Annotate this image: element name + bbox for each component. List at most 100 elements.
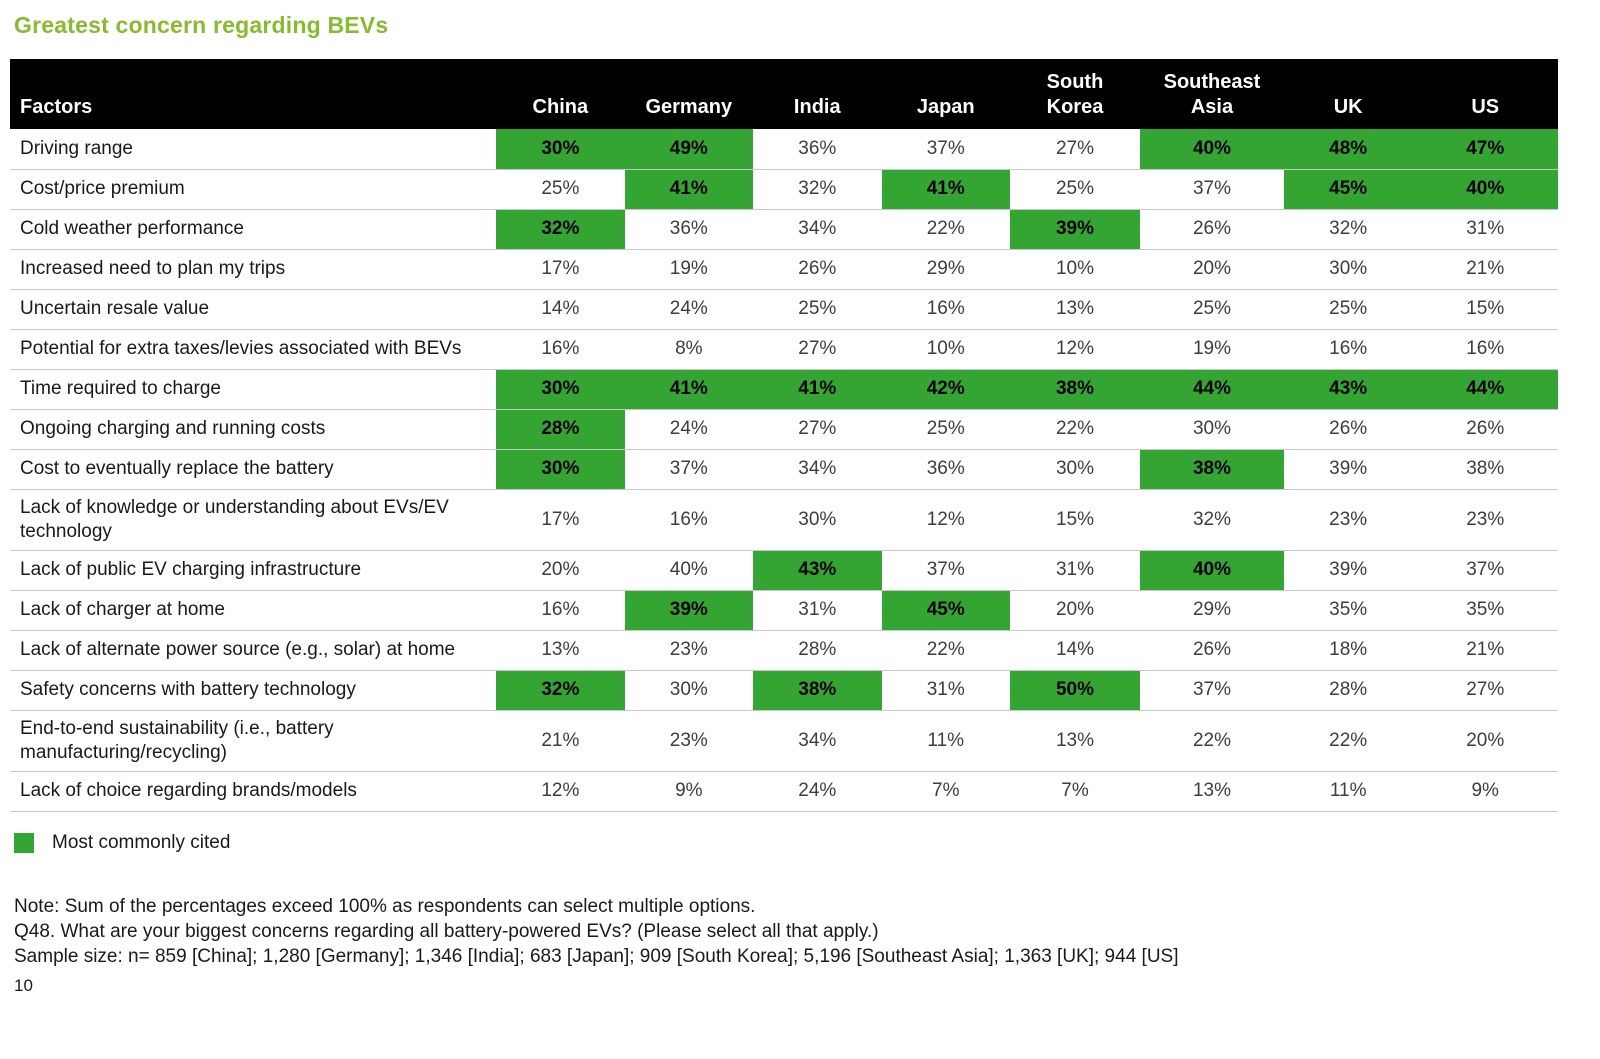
value-cell-highlighted: 41% <box>624 369 754 410</box>
legend: Most commonly cited <box>14 832 1588 854</box>
value-cell: 26% <box>753 249 882 290</box>
value-cell: 20% <box>1140 249 1284 290</box>
value-cell-highlighted: 45% <box>1283 169 1413 210</box>
value-cell: 16% <box>1412 329 1558 370</box>
value-cell: 12% <box>1009 329 1140 370</box>
factor-label: Lack of public EV charging infrastructur… <box>10 550 497 591</box>
value-cell: 27% <box>753 409 882 450</box>
footnotes: Note: Sum of the percentages exceed 100%… <box>14 894 1588 969</box>
factor-label: Lack of choice regarding brands/models <box>10 771 497 812</box>
value-cell: 15% <box>1412 289 1558 330</box>
value-cell: 23% <box>1283 489 1413 551</box>
column-header-us: US <box>1412 59 1558 129</box>
value-cell: 25% <box>753 289 882 330</box>
table-row: Lack of public EV charging infrastructur… <box>10 550 1558 591</box>
column-header-southeast-asia: Southeast Asia <box>1140 59 1284 129</box>
factor-label: Increased need to plan my trips <box>10 249 497 290</box>
value-cell: 39% <box>1283 449 1413 490</box>
value-cell: 36% <box>624 209 754 250</box>
value-cell: 31% <box>1412 209 1558 250</box>
value-cell: 24% <box>624 409 754 450</box>
value-cell: 26% <box>1140 209 1284 250</box>
value-cell: 35% <box>1283 590 1413 631</box>
value-cell-highlighted: 49% <box>624 129 754 170</box>
value-cell: 27% <box>1009 129 1140 170</box>
table-row: Cost/price premium 25% 41% 32% 41% 25% 37% 45% 4… <box>10 169 1558 210</box>
value-cell: 40% <box>624 550 754 591</box>
table-header: Factors China Germany India Japan South Korea… <box>10 59 1558 129</box>
value-cell: 34% <box>753 449 882 490</box>
value-cell-highlighted: 28% <box>496 409 625 450</box>
value-cell-highlighted: 42% <box>881 369 1010 410</box>
value-cell: 31% <box>1009 550 1140 591</box>
value-cell: 24% <box>753 771 882 812</box>
value-cell: 13% <box>1009 710 1140 772</box>
value-cell-highlighted: 40% <box>1412 169 1558 210</box>
value-cell: 30% <box>1283 249 1413 290</box>
value-cell: 25% <box>1283 289 1413 330</box>
value-cell: 23% <box>1412 489 1558 551</box>
value-cell-highlighted: 30% <box>496 129 625 170</box>
legend-label: Most commonly cited <box>52 831 231 853</box>
value-cell-highlighted: 38% <box>1140 449 1284 490</box>
value-cell-highlighted: 41% <box>881 169 1010 210</box>
value-cell: 34% <box>753 209 882 250</box>
value-cell: 28% <box>1283 670 1413 711</box>
value-cell: 25% <box>881 409 1010 450</box>
table-row: End-to-end sustainability (i.e., battery… <box>10 710 1558 772</box>
column-header-factors: Factors <box>10 59 497 129</box>
factor-label: Time required to charge <box>10 369 497 410</box>
value-cell: 30% <box>624 670 754 711</box>
value-cell: 16% <box>1283 329 1413 370</box>
table-row: Time required to charge 30% 41% 41% 42% 38% 44… <box>10 369 1558 410</box>
value-cell: 9% <box>624 771 754 812</box>
value-cell: 37% <box>1140 169 1284 210</box>
value-cell: 39% <box>1283 550 1413 591</box>
value-cell: 25% <box>496 169 625 210</box>
factor-label: End-to-end sustainability (i.e., battery… <box>10 710 497 772</box>
value-cell: 24% <box>624 289 754 330</box>
factor-label: Lack of knowledge or understanding about… <box>10 489 497 551</box>
value-cell: 25% <box>1140 289 1284 330</box>
table-row: Ongoing charging and running costs 28% 24%… <box>10 409 1558 450</box>
value-cell: 8% <box>624 329 754 370</box>
value-cell: 22% <box>881 630 1010 671</box>
factor-label: Cold weather performance <box>10 209 497 250</box>
value-cell: 13% <box>1009 289 1140 330</box>
value-cell-highlighted: 38% <box>1009 369 1140 410</box>
value-cell: 16% <box>496 590 625 631</box>
column-header-uk: UK <box>1283 59 1413 129</box>
value-cell-highlighted: 45% <box>881 590 1010 631</box>
value-cell-highlighted: 43% <box>1283 369 1413 410</box>
column-header-china: China <box>496 59 625 129</box>
table-row: Lack of alternate power source (e.g., so… <box>10 630 1558 671</box>
value-cell: 10% <box>881 329 1010 370</box>
value-cell: 12% <box>881 489 1010 551</box>
value-cell-highlighted: 30% <box>496 449 625 490</box>
table-row: Lack of charger at home 16% 39% 31% 45% 20% 29… <box>10 590 1558 631</box>
value-cell: 26% <box>1283 409 1413 450</box>
value-cell: 37% <box>881 550 1010 591</box>
value-cell: 37% <box>1412 550 1558 591</box>
page-number: 10 <box>14 975 33 995</box>
value-cell: 16% <box>624 489 754 551</box>
value-cell: 19% <box>624 249 754 290</box>
value-cell: 22% <box>1140 710 1284 772</box>
legend-swatch-icon <box>14 832 34 853</box>
column-header-south-korea: South Korea <box>1009 59 1140 129</box>
value-cell-highlighted: 40% <box>1140 129 1284 170</box>
value-cell: 16% <box>496 329 625 370</box>
value-cell: 21% <box>496 710 625 772</box>
value-cell: 31% <box>881 670 1010 711</box>
value-cell-highlighted: 32% <box>496 670 625 711</box>
value-cell: 23% <box>624 630 754 671</box>
table-row: Cost to eventually replace the battery 30… <box>10 449 1558 490</box>
value-cell: 16% <box>881 289 1010 330</box>
value-cell: 20% <box>496 550 625 591</box>
factor-label: Lack of alternate power source (e.g., so… <box>10 630 497 671</box>
header-row: Factors China Germany India Japan South Korea… <box>10 59 1558 129</box>
column-header-germany: Germany <box>624 59 754 129</box>
value-cell: 21% <box>1412 249 1558 290</box>
value-cell-highlighted: 39% <box>1009 209 1140 250</box>
